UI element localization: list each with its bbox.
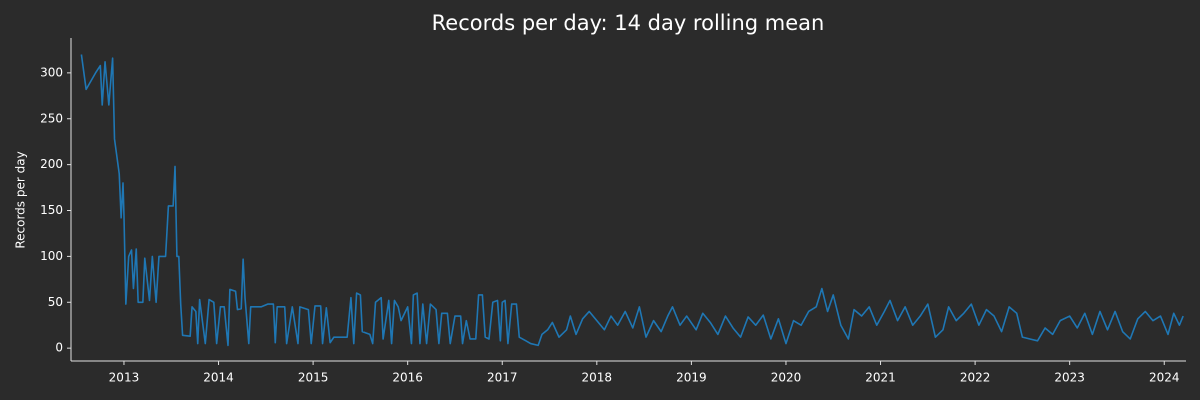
y-axis-label: Records per day [14, 151, 28, 248]
data-line [80, 54, 1184, 347]
x-tick-label: 2017 [487, 371, 518, 385]
y-tick-label: 150 [40, 203, 63, 217]
x-tick-label: 2013 [109, 371, 140, 385]
x-tick-label: 2015 [298, 371, 329, 385]
x-tick-label: 2023 [1054, 371, 1085, 385]
x-tick-label: 2018 [582, 371, 613, 385]
chart-title: Records per day: 14 day rolling mean [432, 11, 825, 35]
y-tick-label: 200 [40, 157, 63, 171]
x-tick-label: 2020 [771, 371, 802, 385]
x-tick-label: 2014 [203, 371, 234, 385]
x-tick-label: 2024 [1149, 371, 1180, 385]
y-tick-label: 100 [40, 249, 63, 263]
y-tick-label: 250 [40, 111, 63, 125]
x-tick-label: 2022 [960, 371, 991, 385]
x-tick-label: 2019 [676, 371, 707, 385]
x-tick-label: 2021 [865, 371, 896, 385]
y-tick-label: 0 [55, 341, 63, 355]
x-tick-label: 2016 [392, 371, 423, 385]
y-tick-label: 300 [40, 65, 63, 79]
y-tick-label: 50 [48, 295, 63, 309]
